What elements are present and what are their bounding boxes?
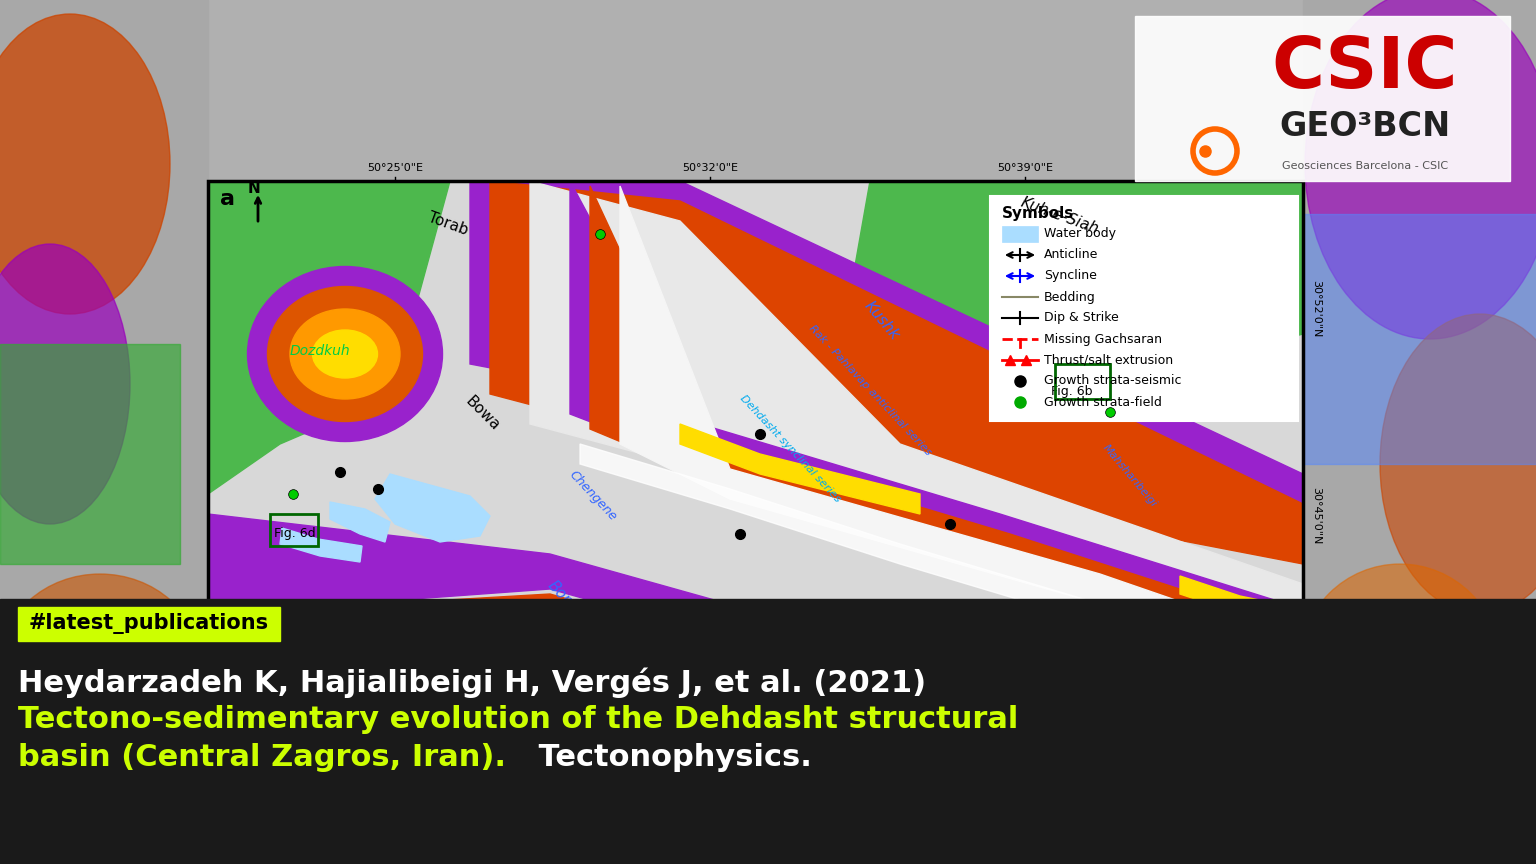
Text: Bowa: Bowa	[462, 394, 502, 434]
Bar	[1240, 673, 1299, 709]
Polygon shape	[207, 181, 450, 494]
Text: Kushk: Kushk	[862, 299, 903, 343]
Text: Bowa: Bowa	[700, 606, 740, 646]
Text: Chengene: Chengene	[567, 468, 619, 524]
Text: Geosciences Barcelona - CSIC: Geosciences Barcelona - CSIC	[1283, 161, 1448, 171]
Ellipse shape	[247, 266, 442, 442]
Bar	[207, 757, 1303, 799]
Bar	[1078, 781, 1092, 791]
Text: Ak  Mio-Pliocene, Aghajari Formation: Sandstone: Ak Mio-Pliocene, Aghajari Formation: San…	[496, 782, 700, 791]
Text: Growth strata-field: Growth strata-field	[1044, 396, 1161, 409]
Text: 30°52'0"N: 30°52'0"N	[1312, 280, 1321, 338]
Text: Tectono-sedimentary evolution of the Dehdasht structural: Tectono-sedimentary evolution of the Deh…	[18, 705, 1018, 734]
Bar	[1001, 226, 1038, 242]
Text: Missing Gachsaran: Missing Gachsaran	[1044, 333, 1163, 346]
Text: #latest_publications: #latest_publications	[29, 613, 269, 634]
Bar	[991, 196, 1298, 421]
Text: Bk  Upper Pliocene: Bakhtiyari Formation: Conglome: Bk Upper Pliocene: Bakhtiyari Formation:…	[238, 782, 459, 791]
Ellipse shape	[0, 14, 170, 314]
Text: Kuh-e-Siah: Kuh-e-Siah	[1018, 195, 1101, 237]
Bar	[1303, 214, 1536, 464]
FancyBboxPatch shape	[18, 607, 280, 641]
Polygon shape	[621, 186, 1303, 664]
Polygon shape	[680, 424, 920, 514]
Text: 50°25'0"E: 50°25'0"E	[367, 163, 422, 173]
Bar	[697, 781, 713, 791]
Bar	[0, 0, 207, 864]
Text: Mahsharibeigi: Mahsharibeigi	[1101, 443, 1160, 509]
Ellipse shape	[0, 574, 200, 754]
Text: Dehdasht synclinal series: Dehdasht synclinal series	[737, 393, 842, 505]
Bar	[207, 181, 1303, 799]
Text: GEO³BCN: GEO³BCN	[1279, 110, 1450, 143]
Ellipse shape	[0, 244, 131, 524]
Text: Water body: Water body	[1044, 227, 1117, 240]
Polygon shape	[470, 181, 1303, 554]
Text: 30°45'0"N: 30°45'0"N	[1312, 487, 1321, 544]
Polygon shape	[590, 186, 1303, 649]
Text: Lower - Upper Cretaceous: Limestone and Shale: Lower - Upper Cretaceous: Limestone and …	[1097, 782, 1299, 791]
Bar	[908, 781, 922, 791]
Text: Bord: Bord	[817, 604, 852, 640]
Ellipse shape	[0, 689, 104, 839]
Polygon shape	[530, 181, 1303, 624]
Polygon shape	[581, 444, 1303, 674]
Text: Bongard: Bongard	[545, 577, 599, 635]
Ellipse shape	[1020, 219, 1220, 329]
Text: Anticline: Anticline	[1044, 249, 1098, 262]
Polygon shape	[280, 528, 362, 562]
Text: 50°32'0"E: 50°32'0"E	[682, 163, 737, 173]
Ellipse shape	[1299, 564, 1501, 764]
Bar	[0, 344, 180, 564]
Polygon shape	[330, 502, 390, 542]
Bar	[220, 781, 233, 791]
Text: Thrust/salt extrusion: Thrust/salt extrusion	[1044, 353, 1174, 366]
Text: Bedding: Bedding	[1044, 290, 1095, 303]
Text: Lb  Palaeocene-Eocene Limestone: Lb Palaeocene-Eocene Limestone	[926, 782, 1069, 791]
Ellipse shape	[1379, 314, 1536, 614]
Polygon shape	[490, 181, 1303, 564]
Polygon shape	[570, 181, 1303, 639]
Text: Syncline: Syncline	[1044, 270, 1097, 283]
Text: Fig. 6c: Fig. 6c	[1232, 689, 1272, 702]
Bar	[270, 514, 318, 546]
Text: Gf  Miocene: Gachsaran Formation: Gf Miocene: Gachsaran Formation	[716, 782, 862, 791]
Ellipse shape	[267, 287, 422, 422]
Polygon shape	[207, 514, 1303, 749]
Text: Fig. 6d: Fig. 6d	[275, 528, 316, 541]
Ellipse shape	[1306, 0, 1536, 339]
Text: basin (Central Zagros, Iran).: basin (Central Zagros, Iran).	[18, 743, 505, 772]
Polygon shape	[375, 474, 490, 542]
Polygon shape	[650, 634, 1303, 766]
Text: Torab: Torab	[425, 210, 470, 238]
Text: Heydarzadeh K, Hajialibeigi H, Vergés J, et al. (2021): Heydarzadeh K, Hajialibeigi H, Vergés J,…	[18, 667, 926, 697]
Ellipse shape	[312, 330, 378, 378]
Bar	[1135, 16, 1510, 181]
Text: Symbols: Symbols	[1001, 206, 1074, 221]
Bar	[478, 781, 492, 791]
Ellipse shape	[290, 309, 399, 399]
Text: N: N	[247, 181, 261, 196]
Text: a: a	[220, 189, 235, 209]
Bar	[0, 599, 1536, 864]
Text: CSIC: CSIC	[1272, 34, 1458, 103]
Bar	[1303, 0, 1536, 864]
Text: Tectonophysics.: Tectonophysics.	[528, 743, 813, 772]
Polygon shape	[207, 594, 1303, 776]
Text: Growth strata-seismic: Growth strata-seismic	[1044, 374, 1181, 387]
Polygon shape	[1180, 576, 1303, 624]
Text: 50°39'0"E: 50°39'0"E	[997, 163, 1054, 173]
Bar	[207, 181, 1303, 799]
Text: Rak - Pahlavap anticlinal series: Rak - Pahlavap anticlinal series	[806, 323, 932, 457]
Bar	[1055, 364, 1111, 399]
Text: Fig. 6b: Fig. 6b	[1051, 385, 1092, 398]
Polygon shape	[849, 181, 1303, 374]
Text: Dip & Strike: Dip & Strike	[1044, 312, 1118, 325]
Text: Dozdkuh: Dozdkuh	[290, 344, 350, 358]
